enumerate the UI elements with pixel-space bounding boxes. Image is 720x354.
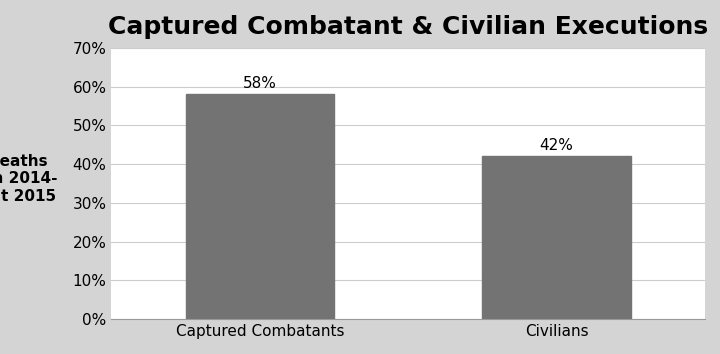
- Text: 58%: 58%: [243, 76, 276, 91]
- Text: Deaths
Jun 2014-
Oct 2015: Deaths Jun 2014- Oct 2015: [0, 154, 59, 204]
- Text: 42%: 42%: [540, 138, 574, 153]
- Title: Captured Combatant & Civilian Executions: Captured Combatant & Civilian Executions: [108, 15, 708, 39]
- Bar: [186, 95, 334, 319]
- Bar: [482, 156, 631, 319]
